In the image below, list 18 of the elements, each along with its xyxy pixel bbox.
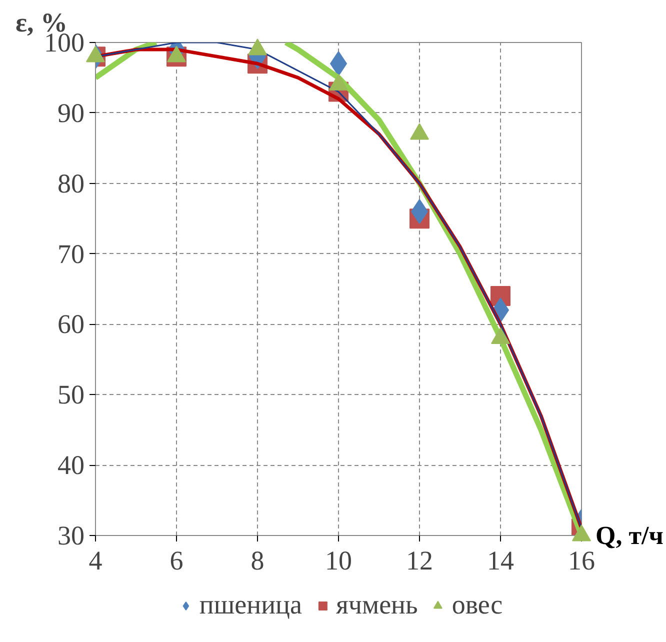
y-tick-label: 90 [58,98,84,128]
legend-label: пшеница [199,590,302,620]
x-tick-label: 8 [250,546,264,576]
y-tick-label: 80 [58,168,84,198]
x-tick-label: 14 [487,546,514,576]
legend-label: ячмень [336,590,418,620]
x-tick-label: 16 [568,546,595,576]
y-tick-label: 70 [58,238,84,269]
y-tick-label: 30 [58,520,84,550]
x-tick-label: 10 [325,546,352,576]
y-tick-label: 50 [58,380,84,410]
x-tick-label: 4 [88,546,103,576]
x-tick-label: 6 [170,546,184,576]
y-tick-label: 40 [58,450,84,480]
x-axis-title: Q, т/ч [596,521,664,550]
y-tick-label: 60 [58,309,84,340]
legend-label: овес [452,590,503,620]
x-tick-label: 12 [406,546,433,576]
